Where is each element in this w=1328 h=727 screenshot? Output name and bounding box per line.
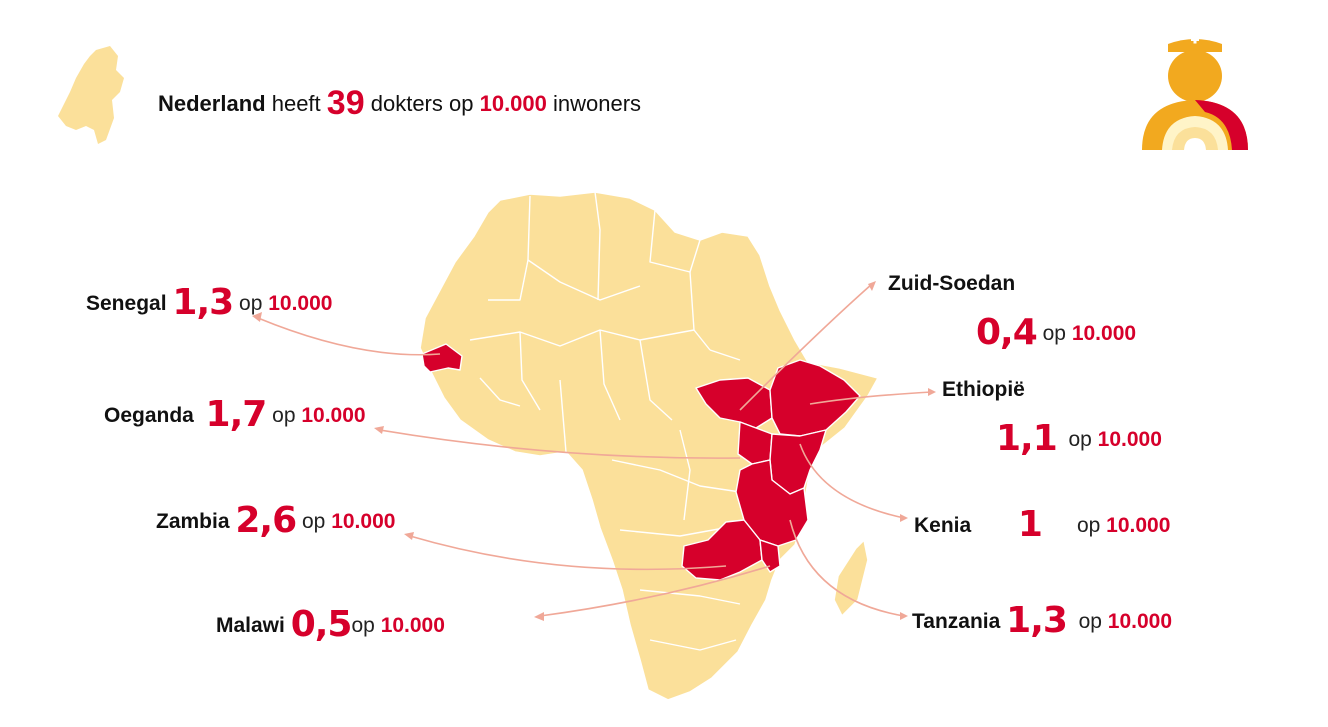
africa-continent	[419, 191, 879, 701]
country-op: op	[272, 404, 296, 427]
country-value: 0,4	[976, 312, 1038, 353]
country-per: 10.000	[1097, 428, 1162, 451]
country-name: Zambia	[156, 510, 230, 533]
label-zuid-soedan: Zuid-Soedan	[888, 272, 1015, 296]
headline-verb: heeft	[271, 91, 321, 116]
value-ethiopie: 1,1 op 10.000	[996, 418, 1162, 459]
country-value: 1,3	[172, 282, 234, 323]
country-name: Malawi	[216, 614, 285, 637]
label-zambia: Zambia 2,6 op 10.000	[156, 500, 395, 541]
headline-count: 39	[326, 84, 365, 122]
country-name: Oeganda	[104, 404, 194, 427]
country-value: 1	[1017, 504, 1043, 545]
country-name: Kenia	[914, 514, 972, 537]
country-per: 10.000	[1071, 322, 1137, 345]
country-per: 10.000	[1106, 514, 1171, 537]
country-op: op	[1078, 610, 1102, 633]
country-op: op	[351, 614, 375, 637]
country-name: Senegal	[86, 292, 167, 315]
label-oeganda: Oeganda 1,7 op 10.000	[104, 394, 366, 435]
headline: Nederland heeft 39 dokters op 10.000 inw…	[158, 84, 641, 123]
label-malawi: Malawi 0,5op 10.000	[216, 604, 445, 645]
country-value: 0,5	[290, 604, 353, 645]
headline-mid: dokters op	[370, 91, 474, 116]
country-per: 10.000	[380, 614, 445, 637]
label-senegal: Senegal 1,3 op 10.000	[86, 282, 332, 323]
country-op: op	[1042, 322, 1066, 345]
country-value: 2,6	[235, 500, 297, 541]
connector-arrows	[257, 283, 933, 617]
label-ethiopie: Ethiopië	[942, 378, 1025, 402]
country-op: op	[302, 510, 326, 533]
country-ethiopie	[769, 359, 861, 437]
country-per: 10.000	[331, 510, 396, 533]
headline-tail: inwoners	[553, 91, 642, 116]
country-malawi	[759, 539, 781, 573]
country-zuid-soedan	[695, 377, 773, 429]
label-kenia: Kenia 1 op 10.000	[914, 504, 1170, 545]
country-name: Ethiopië	[942, 378, 1025, 401]
country-senegal	[421, 343, 463, 373]
country-op: op	[1076, 514, 1101, 537]
country-name: Zuid-Soedan	[888, 272, 1016, 295]
country-per: 10.000	[268, 292, 333, 315]
headline-country: Nederland	[158, 91, 266, 116]
headline-per: 10.000	[479, 91, 547, 116]
country-op: op	[239, 292, 263, 315]
value-zuid-soedan: 0,4 op 10.000	[976, 312, 1136, 353]
country-value: 1,7	[205, 394, 268, 435]
country-name: Tanzania	[912, 610, 1001, 633]
madagascar	[833, 539, 869, 617]
country-value: 1,1	[996, 418, 1058, 459]
country-op: op	[1068, 428, 1092, 451]
country-value: 1,3	[1006, 600, 1068, 641]
country-per: 10.000	[301, 404, 366, 427]
label-tanzania: Tanzania 1,3 op 10.000	[912, 600, 1172, 641]
country-per: 10.000	[1107, 610, 1173, 633]
